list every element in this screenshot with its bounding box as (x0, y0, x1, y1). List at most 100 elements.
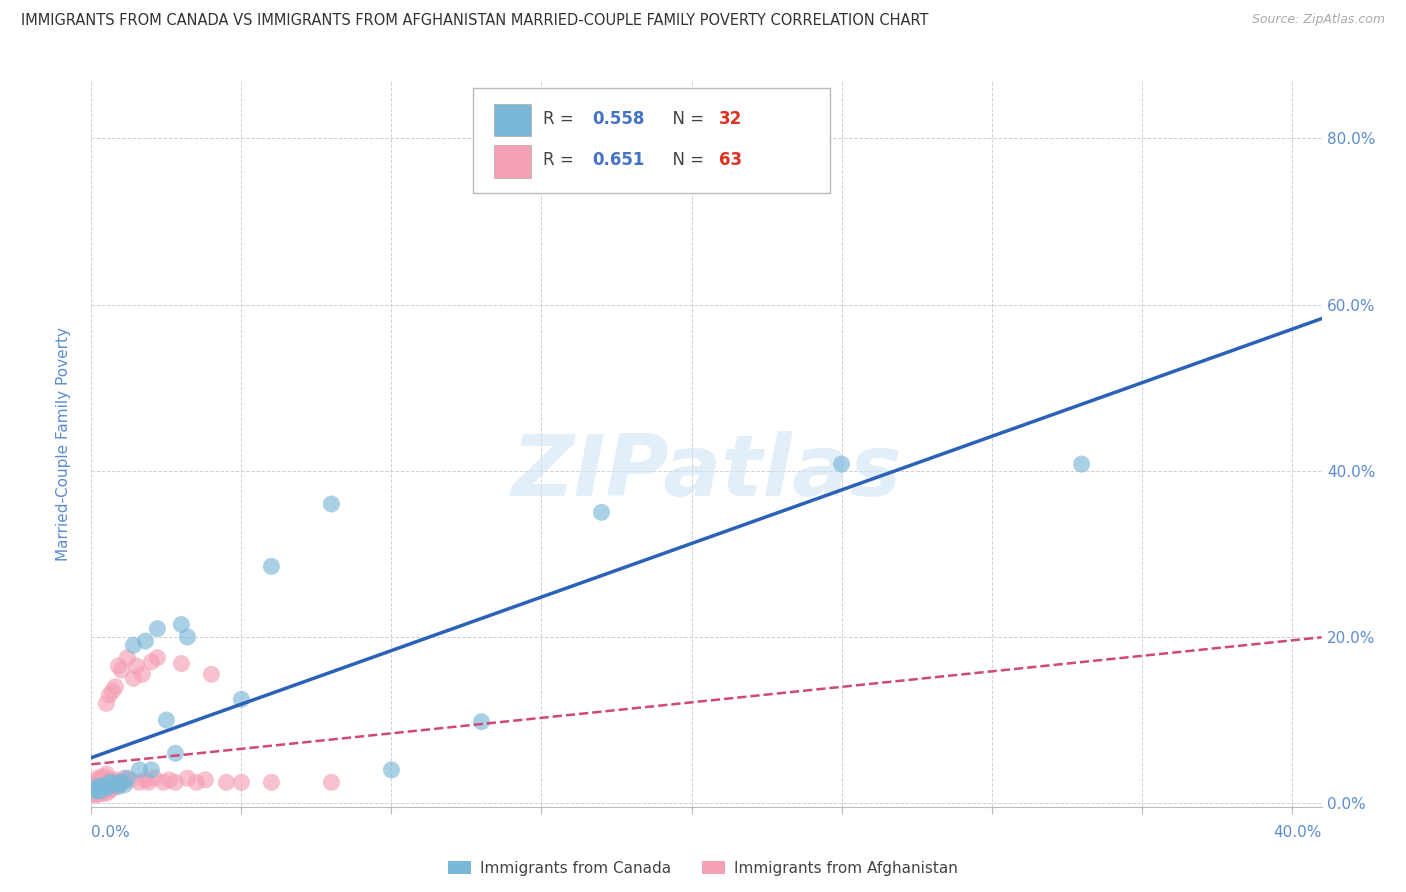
Point (96, 781, 118, 796)
Point (110, 775, 132, 789)
Point (122, 672, 145, 686)
Point (125, 659, 148, 673)
Point (122, 638, 145, 652)
Text: R =: R = (543, 152, 579, 169)
Point (165, 746, 187, 760)
Text: 0.0%: 0.0% (91, 825, 131, 840)
Point (117, 771, 139, 785)
FancyBboxPatch shape (472, 87, 830, 193)
Point (93, 780, 115, 794)
Point (470, 714, 492, 729)
Point (170, 617, 193, 632)
Point (83, 783, 105, 797)
FancyBboxPatch shape (494, 103, 530, 136)
Text: R =: R = (543, 110, 579, 128)
Point (96, 786, 118, 800)
Text: 40.0%: 40.0% (1274, 825, 1322, 840)
Point (141, 655, 163, 669)
Point (107, 780, 129, 794)
Point (165, 775, 187, 789)
Text: N =: N = (662, 152, 710, 169)
Point (141, 763, 163, 777)
Point (107, 778, 129, 792)
Point (134, 772, 156, 787)
Point (89, 780, 111, 794)
Point (101, 775, 124, 789)
Point (107, 659, 129, 673)
Point (380, 763, 402, 777)
Point (321, 775, 343, 789)
Point (117, 650, 139, 665)
Point (138, 775, 160, 789)
Point (104, 772, 127, 787)
Point (93, 783, 115, 797)
Point (101, 778, 124, 792)
Point (231, 775, 253, 789)
Point (200, 667, 222, 681)
Point (128, 763, 150, 777)
Text: 63: 63 (718, 152, 742, 169)
Point (143, 771, 166, 785)
Point (98, 775, 121, 789)
Point (83, 783, 105, 797)
Point (110, 663, 132, 677)
Point (96, 778, 118, 792)
Point (98, 783, 121, 797)
Point (321, 497, 343, 511)
Point (152, 775, 174, 789)
Point (231, 692, 253, 706)
Point (591, 505, 613, 519)
Point (86, 781, 108, 796)
Text: N =: N = (662, 110, 710, 128)
Point (86, 780, 108, 794)
Point (93, 780, 115, 794)
Y-axis label: Married-Couple Family Poverty: Married-Couple Family Poverty (56, 326, 70, 561)
Point (83, 780, 105, 794)
Point (260, 559, 283, 574)
Point (89, 771, 111, 785)
Point (101, 781, 124, 796)
Point (176, 630, 198, 644)
Point (120, 772, 142, 787)
Point (96, 697, 118, 711)
Point (96, 767, 118, 781)
Point (98, 688, 121, 702)
Point (101, 684, 124, 698)
Point (86, 771, 108, 785)
Point (86, 783, 108, 797)
Point (89, 781, 111, 796)
Point (155, 713, 177, 727)
Point (96, 780, 118, 794)
Point (93, 770, 115, 784)
Point (86, 788, 108, 802)
Point (98, 772, 121, 787)
Point (186, 775, 208, 789)
Point (215, 775, 238, 789)
Point (176, 771, 198, 785)
Text: IMMIGRANTS FROM CANADA VS IMMIGRANTS FROM AFGHANISTAN MARRIED-COUPLE FAMILY POVE: IMMIGRANTS FROM CANADA VS IMMIGRANTS FRO… (21, 13, 928, 29)
Point (98, 778, 121, 792)
Point (134, 634, 156, 648)
Point (831, 457, 853, 471)
Point (93, 775, 115, 789)
Legend: Immigrants from Canada, Immigrants from Afghanistan: Immigrants from Canada, Immigrants from … (441, 855, 965, 881)
Point (131, 667, 153, 681)
Point (86, 775, 108, 789)
Point (146, 650, 169, 665)
Point (83, 788, 105, 802)
Point (260, 775, 283, 789)
Point (112, 778, 135, 792)
Point (96, 781, 118, 796)
Point (89, 775, 111, 789)
Text: 32: 32 (718, 110, 742, 128)
Point (146, 622, 169, 636)
Point (96, 772, 118, 787)
Point (104, 775, 127, 789)
Point (89, 783, 111, 797)
Point (89, 783, 111, 797)
Point (194, 772, 217, 787)
FancyBboxPatch shape (494, 145, 530, 178)
Point (89, 786, 111, 800)
Point (104, 680, 127, 694)
Point (1070, 457, 1092, 471)
